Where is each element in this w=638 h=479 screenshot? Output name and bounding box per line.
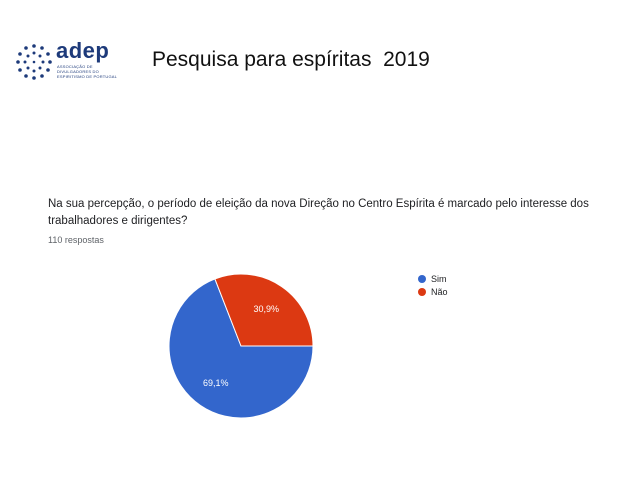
response-count: 110 respostas [48,235,104,245]
legend-item-sim: Sim [418,272,448,285]
legend-item-não: Não [418,285,448,298]
logo-subtitle: ASSOCIAÇÃO DE DIVULGADORES DO ESPIRITISM… [57,64,118,79]
pie-label-não: 30,9% [253,304,279,314]
pie-label-sim: 69,1% [203,378,229,388]
logo-dots-icon [16,44,52,80]
adep-logo: adep ASSOCIAÇÃO DE DIVULGADORES DO ESPIR… [14,38,124,86]
legend-label: Não [431,286,448,297]
legend-label: Sim [431,273,447,284]
logo-wordmark: adep [56,38,110,63]
legend-swatch-icon [418,287,426,296]
pie-slice-não [214,273,314,347]
legend-swatch-icon [418,274,426,283]
survey-question: Na sua percepção, o período de eleição d… [48,198,589,227]
slide-title: Pesquisa para espíritas 2019 [152,48,430,71]
pie-slice-sim [168,278,314,419]
chart-legend: Sim Não [418,272,448,298]
